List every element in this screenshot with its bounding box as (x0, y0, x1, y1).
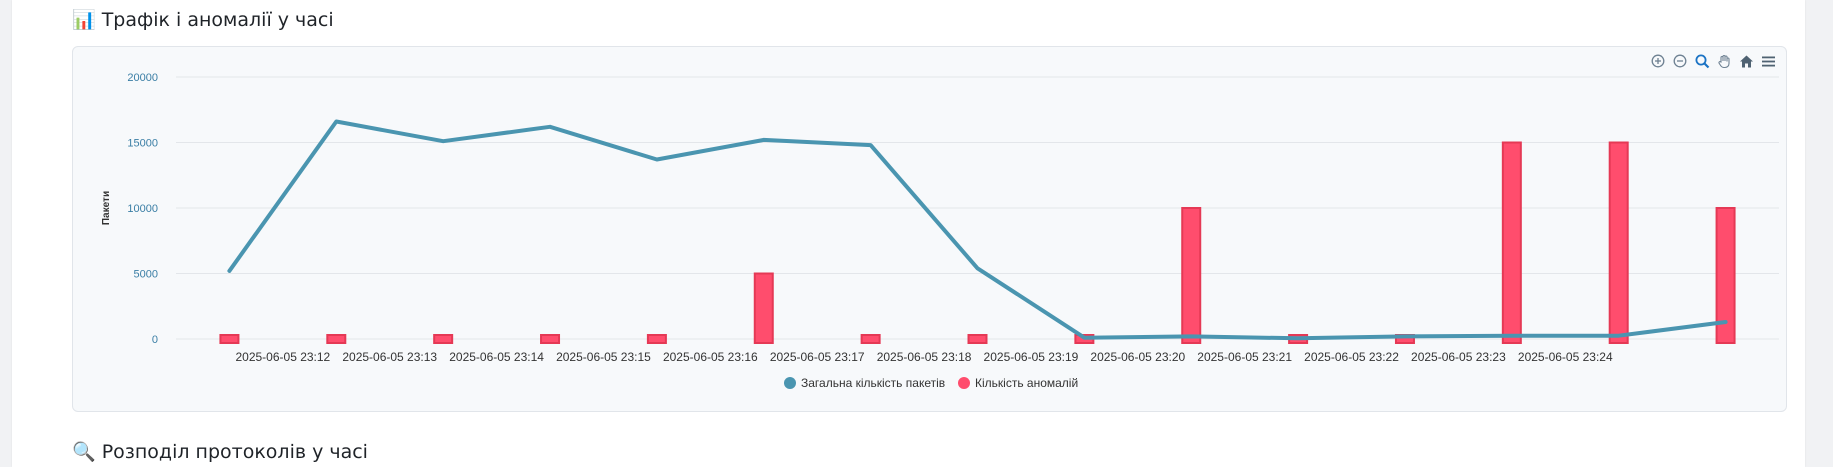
y-tick-label: 5000 (134, 269, 158, 281)
anomaly-bar (646, 334, 667, 344)
anomaly-bar (1608, 141, 1629, 344)
pan-hand-icon[interactable] (1716, 53, 1732, 69)
traffic-section-title: 📊 Трафік і аномалії у часі (72, 8, 334, 31)
protocols-title-text: 🔍 Розподіл протоколів у часі (72, 441, 368, 463)
protocols-section-title: 🔍 Розподіл протоколів у часі (72, 440, 368, 463)
zoom-selection-icon[interactable] (1694, 53, 1710, 69)
x-tick-label: 2025-06-05 23:23 (1411, 350, 1506, 364)
anomaly-bar (1181, 207, 1202, 344)
legend-marker-anomalies (958, 377, 970, 389)
anomaly-bar (967, 334, 988, 344)
anomaly-bar (326, 334, 347, 344)
anomaly-bar (753, 272, 774, 344)
home-reset-icon[interactable] (1738, 53, 1754, 69)
legend-marker-packets (784, 377, 796, 389)
x-tick-label: 2025-06-05 23:15 (556, 350, 651, 364)
x-tick-label: 2025-06-05 23:18 (877, 350, 972, 364)
anomaly-bar (860, 334, 881, 344)
traffic-title-text: 📊 Трафік і аномалії у часі (72, 9, 334, 31)
x-tick-label: 2025-06-05 23:21 (1197, 350, 1292, 364)
y-tick-label: 20000 (127, 72, 158, 84)
packets-line (227, 119, 1728, 341)
y-tick-label: 0 (152, 334, 158, 346)
chart-toolbar (1650, 53, 1776, 69)
x-tick-label: 2025-06-05 23:12 (235, 350, 330, 364)
x-tick-label: 2025-06-05 23:24 (1518, 350, 1613, 364)
y-tick-label: 15000 (127, 138, 158, 150)
anomaly-bar (433, 334, 454, 344)
y-axis-label: Пакети (101, 191, 112, 225)
y-tick-label: 10000 (127, 203, 158, 215)
x-tick-label: 2025-06-05 23:16 (663, 350, 758, 364)
anomaly-bar (219, 334, 240, 344)
menu-icon[interactable] (1760, 53, 1776, 69)
x-tick-label: 2025-06-05 23:19 (984, 350, 1079, 364)
x-tick-label: 2025-06-05 23:17 (770, 350, 865, 364)
legend-label-anomalies: Кількість аномалій (975, 376, 1078, 390)
anomaly-bar (540, 334, 561, 344)
x-tick-label: 2025-06-05 23:13 (342, 350, 437, 364)
zoom-in-icon[interactable] (1650, 53, 1666, 69)
x-tick-label: 2025-06-05 23:22 (1304, 350, 1399, 364)
legend-label-packets: Загальна кількість пакетів (801, 376, 945, 390)
anomaly-bar (1715, 207, 1736, 344)
dashboard-card: 📊 Трафік і аномалії у часі 0 5000 10000 15 (12, 0, 1805, 467)
zoom-out-icon[interactable] (1672, 53, 1688, 69)
traffic-chart-container: 0 5000 10000 15000 20000 Пакети 2025-06-05 23:… (72, 46, 1787, 412)
traffic-anomaly-chart: 0 5000 10000 15000 20000 Пакети 2025-06-05 23:… (101, 72, 1779, 390)
anomaly-bar (1501, 141, 1522, 344)
x-tick-label: 2025-06-05 23:20 (1090, 350, 1185, 364)
x-tick-label: 2025-06-05 23:14 (449, 350, 544, 364)
